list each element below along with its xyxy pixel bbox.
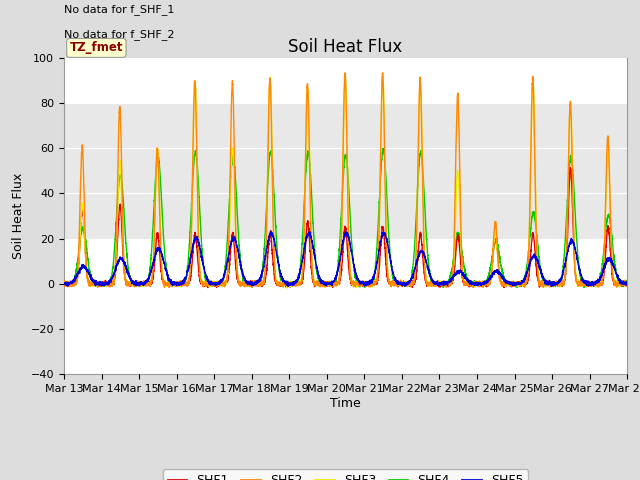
SHF5 <box>472 281 480 287</box>
Line: SHF3: SHF3 <box>64 75 627 288</box>
SHF5 <box>161 265 169 271</box>
SHF2 <box>60 281 68 287</box>
SHF2 <box>472 280 480 286</box>
SHF4 <box>60 282 68 288</box>
SHF5 <box>623 281 631 287</box>
Y-axis label: Soil Heat Flux: Soil Heat Flux <box>12 173 25 259</box>
SHF5 <box>504 278 512 284</box>
SHF1 <box>472 279 480 285</box>
SHF4 <box>161 257 169 263</box>
SHF4 <box>623 279 631 285</box>
Line: SHF2: SHF2 <box>64 73 627 288</box>
SHF4 <box>324 281 332 287</box>
Line: SHF1: SHF1 <box>64 168 627 288</box>
X-axis label: Time: Time <box>330 397 361 410</box>
SHF3 <box>623 280 631 286</box>
SHF4 <box>580 285 588 290</box>
SHF3 <box>472 281 480 287</box>
SHF5 <box>325 281 333 287</box>
SHF4 <box>472 280 480 286</box>
SHF3 <box>60 282 68 288</box>
Text: No data for f_SHF_1: No data for f_SHF_1 <box>64 4 174 15</box>
SHF2 <box>379 70 387 76</box>
SHF3 <box>441 281 449 287</box>
SHF3 <box>325 281 333 287</box>
Bar <box>64 103 627 239</box>
SHF1 <box>504 279 512 285</box>
SHF5 <box>441 280 449 286</box>
SHF1 <box>161 281 169 287</box>
SHF2 <box>469 285 477 290</box>
Title: Soil Heat Flux: Soil Heat Flux <box>289 38 403 56</box>
SHF2 <box>324 281 332 287</box>
SHF1 <box>623 281 630 287</box>
SHF4 <box>504 280 512 286</box>
SHF3 <box>341 72 349 78</box>
Text: TZ_fmet: TZ_fmet <box>70 41 123 54</box>
SHF4 <box>379 145 387 151</box>
SHF4 <box>623 280 630 286</box>
SHF1 <box>566 165 574 170</box>
SHF1 <box>60 279 68 285</box>
SHF3 <box>623 282 630 288</box>
SHF1 <box>623 280 631 286</box>
Line: SHF4: SHF4 <box>64 148 627 288</box>
SHF2 <box>161 280 169 286</box>
SHF1 <box>325 281 333 287</box>
SHF5 <box>268 228 275 234</box>
Line: SHF5: SHF5 <box>64 231 627 287</box>
SHF2 <box>623 282 631 288</box>
SHF5 <box>284 284 292 289</box>
SHF2 <box>441 280 449 286</box>
SHF1 <box>204 285 212 290</box>
SHF2 <box>504 282 512 288</box>
SHF5 <box>60 281 68 287</box>
Legend: SHF1, SHF2, SHF3, SHF4, SHF5: SHF1, SHF2, SHF3, SHF4, SHF5 <box>163 469 529 480</box>
SHF3 <box>161 282 169 288</box>
SHF4 <box>441 282 449 288</box>
SHF2 <box>623 281 630 287</box>
Text: No data for f_SHF_2: No data for f_SHF_2 <box>64 29 175 40</box>
SHF5 <box>623 282 630 288</box>
SHF3 <box>504 279 512 285</box>
SHF3 <box>283 285 291 291</box>
SHF1 <box>441 280 449 286</box>
